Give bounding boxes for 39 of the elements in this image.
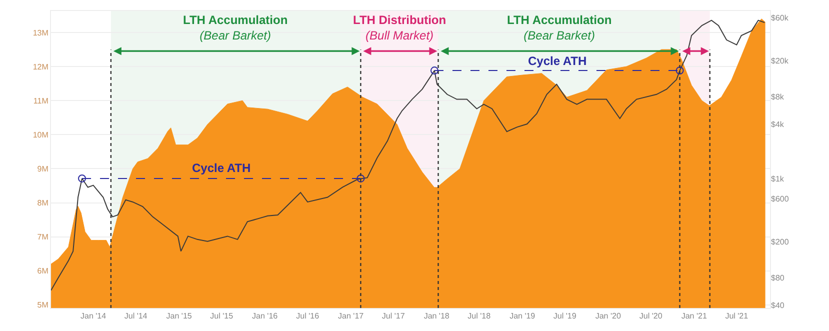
y-tick-label: 9M <box>37 164 49 174</box>
x-tick-label: Jan '17 <box>338 312 364 321</box>
x-tick-label: Jan '20 <box>595 312 622 321</box>
y2-tick-label: $600 <box>771 194 790 204</box>
y-tick-label: 7M <box>37 232 49 242</box>
x-tick-label: Jan '21 <box>681 312 708 321</box>
band-label: LTH Accumulation (Bear Barket) <box>183 13 288 43</box>
y2-tick-label: $80 <box>771 274 785 282</box>
y2-tick-label: $20k <box>771 56 790 66</box>
x-tick-label: Jul '21 <box>725 312 749 321</box>
y2-tick-label: $4k <box>771 120 785 129</box>
series-label: Cycle ATH <box>528 54 587 68</box>
x-tick-label: Jan '16 <box>252 312 278 321</box>
x-tick-label: Jul '20 <box>639 312 663 321</box>
y2-tick-label: $8k <box>771 92 785 102</box>
series-label: Cycle ATH <box>192 161 251 175</box>
y2-tick-label: $1k <box>771 174 785 184</box>
y-tick-label: 10M <box>32 130 49 140</box>
y-tick-label: 11M <box>33 96 49 106</box>
y-tick-label: 8M <box>37 198 49 208</box>
x-tick-label: Jul '18 <box>468 312 492 321</box>
y-tick-label: 5M <box>37 300 49 310</box>
x-tick-label: Jul '19 <box>553 312 577 321</box>
x-tick-label: Jul '17 <box>382 312 406 321</box>
y2-tick-label: $60k <box>771 13 790 22</box>
x-tick-label: Jan '14 <box>80 312 107 321</box>
y-tick-label: 6M <box>37 266 49 276</box>
x-tick-label: Jul '14 <box>124 312 148 321</box>
band-label: LTH Distribution (Bull Market) <box>353 13 446 43</box>
y2-tick-label: $40 <box>771 300 785 310</box>
x-tick-label: Jan '19 <box>510 312 536 321</box>
x-tick-label: Jul '15 <box>210 312 234 321</box>
x-tick-label: Jul '16 <box>296 312 320 321</box>
x-tick-label: Jan '18 <box>424 312 450 321</box>
x-tick-label: Jan '15 <box>166 312 192 321</box>
y2-tick-label: $200 <box>771 238 790 247</box>
band-label: LTH Accumulation (Bear Barket) <box>507 13 612 43</box>
y-tick-label: 12M <box>32 62 49 72</box>
y-tick-label: 13M <box>32 28 49 38</box>
